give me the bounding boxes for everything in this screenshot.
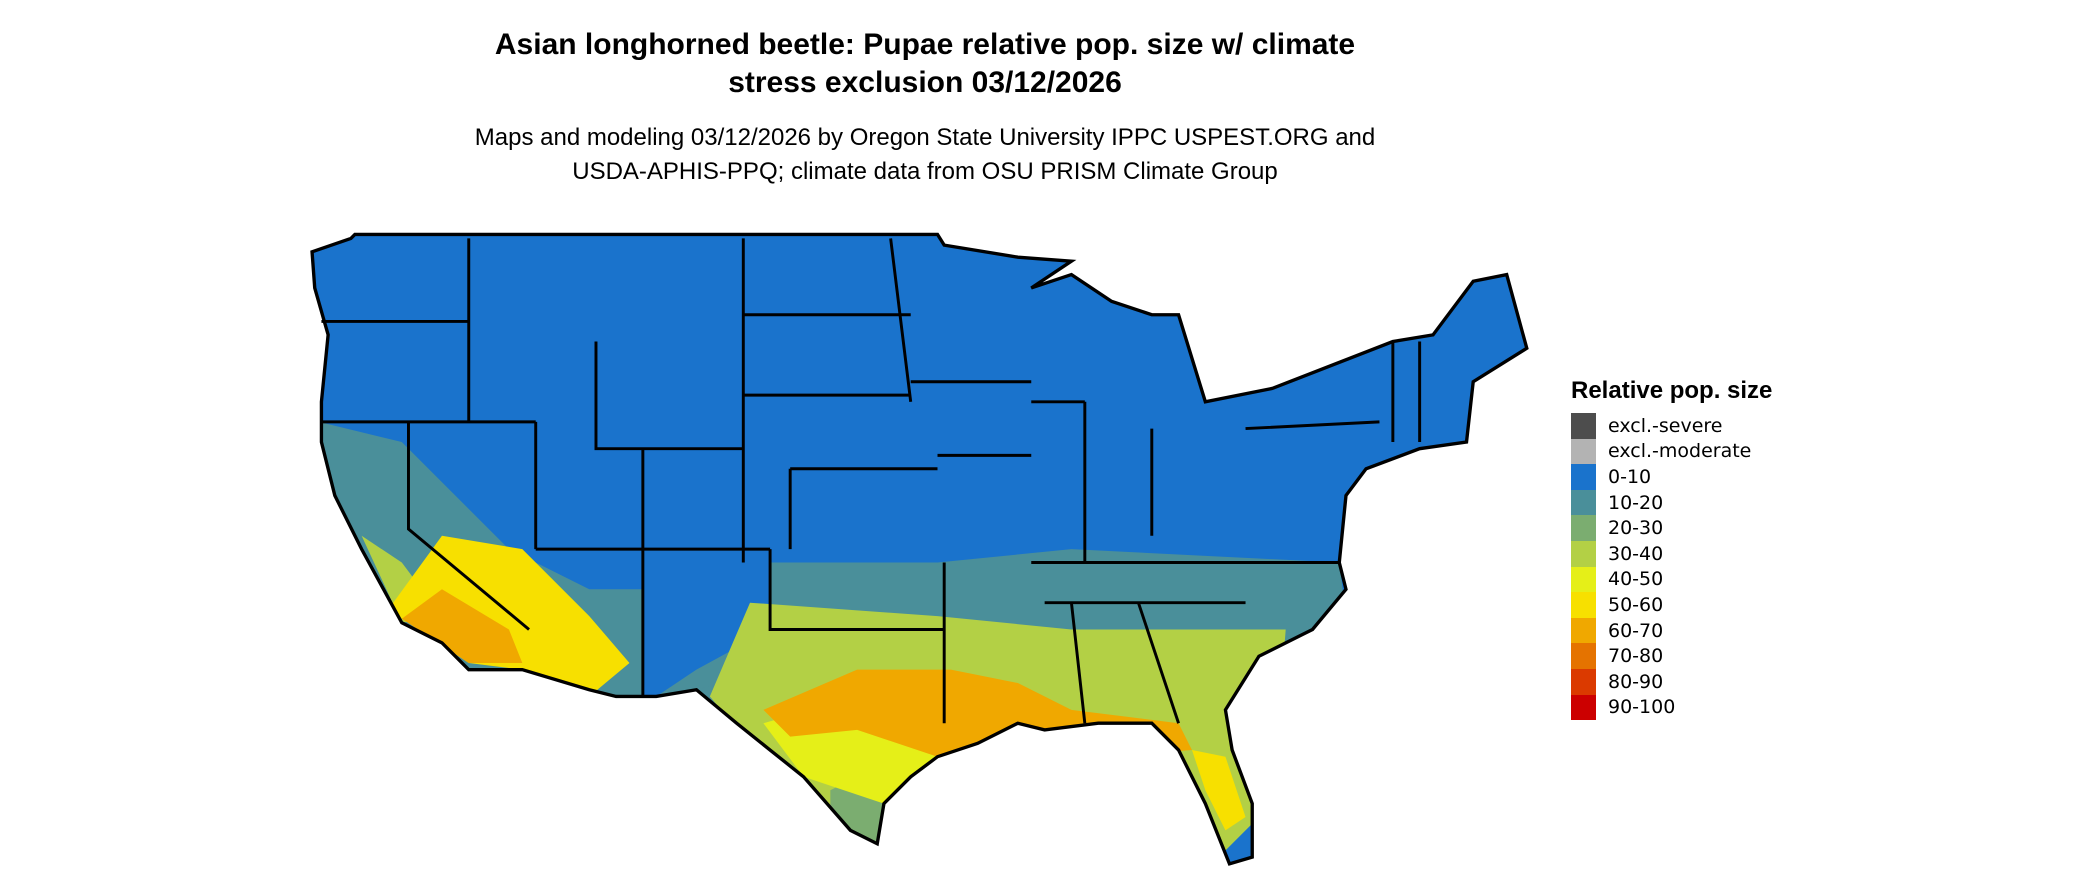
legend-swatch	[1571, 540, 1596, 567]
legend-swatch	[1571, 489, 1596, 516]
region-50-60-sw	[388, 535, 630, 697]
legend-item: excl.-severe	[1571, 413, 1772, 439]
legend-item: 0-10	[1571, 464, 1772, 490]
legend-label: 40-50	[1608, 568, 1664, 591]
legend-swatch	[1571, 566, 1596, 593]
region-50-60-fl	[1191, 750, 1246, 831]
legend-label: 0-10	[1608, 465, 1652, 488]
region-0-10-nm	[642, 549, 771, 697]
legend-swatch	[1571, 438, 1596, 465]
state-borders	[321, 238, 1422, 724]
subtitle-line2: USDA-APHIS-PPQ; climate data from OSU PR…	[572, 158, 1278, 185]
map-title-line1: Asian longhorned beetle: Pupae relative …	[494, 28, 1356, 61]
map-title-line2: stress exclusion 03/12/2026	[728, 66, 1122, 99]
legend-item: 10-20	[1571, 489, 1772, 516]
legend-swatch	[1571, 668, 1596, 695]
legend-item: 70-80	[1571, 643, 1772, 669]
legend-label: 80-90	[1608, 670, 1664, 693]
legend-title: Relative pop. size	[1571, 377, 1773, 404]
legend-swatch	[1571, 694, 1596, 721]
legend-swatch	[1571, 643, 1596, 669]
legend-item: 80-90	[1571, 668, 1772, 695]
legend-item: 40-50	[1571, 566, 1772, 593]
region-60-70-sw	[401, 589, 523, 663]
legend-item: 50-60	[1571, 592, 1772, 618]
legend-swatch	[1571, 617, 1596, 644]
legend-label: 70-80	[1608, 645, 1664, 668]
legend-item: 30-40	[1571, 540, 1772, 567]
legend-label: excl.-severe	[1608, 414, 1723, 437]
legend-label: 50-60	[1608, 593, 1664, 616]
subtitle-line1: Maps and modeling 03/12/2026 by Oregon S…	[474, 124, 1376, 151]
legend-item: excl.-moderate	[1571, 438, 1772, 465]
legend-item: 60-70	[1571, 617, 1772, 644]
legend-label: 10-20	[1608, 491, 1664, 514]
legend-label: 30-40	[1608, 542, 1664, 565]
legend-label: 90-100	[1608, 696, 1676, 719]
legend-swatch	[1571, 515, 1596, 541]
legend-label: 60-70	[1608, 619, 1664, 642]
legend-item: 20-30	[1571, 515, 1772, 541]
legend-label: excl.-moderate	[1608, 440, 1752, 463]
legend-label: 20-30	[1608, 517, 1664, 540]
legend-swatch	[1571, 413, 1596, 439]
legend: Relative pop. size excl.-severe excl.-mod…	[1571, 377, 1773, 721]
legend-swatch	[1571, 464, 1596, 490]
legend-item: 90-100	[1571, 694, 1772, 721]
legend-swatch	[1571, 592, 1596, 618]
